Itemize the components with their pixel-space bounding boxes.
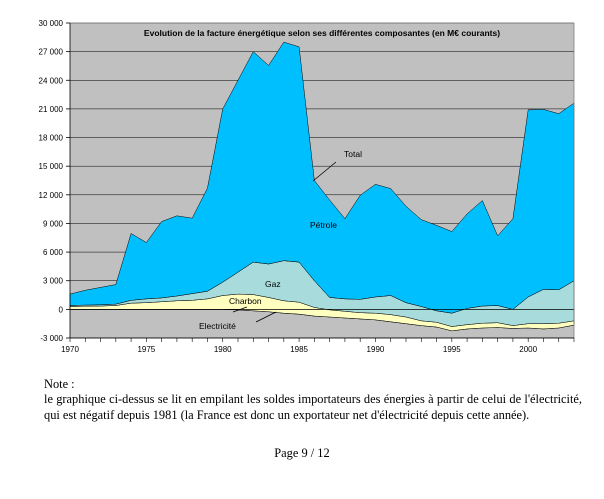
x-tick-label-3: 1985 xyxy=(290,345,308,354)
x-tick-label-2: 1980 xyxy=(214,345,232,354)
x-tick-label-1: 1975 xyxy=(137,345,155,354)
electricite-leader-line xyxy=(255,311,277,323)
note-title: Note : xyxy=(44,377,75,391)
label-charbon: Charbon xyxy=(229,296,262,306)
y-tick-label-3: 6 000 xyxy=(43,248,64,257)
y-tick-label-5: 12 000 xyxy=(39,191,64,200)
x-ticks: 1970 1975 1980 1985 1990 1995 2000 xyxy=(61,338,575,354)
stacked-areas xyxy=(69,41,575,332)
y-tick-label-9: 24 000 xyxy=(39,76,64,85)
y-tick-label-6: 15 000 xyxy=(39,162,64,171)
label-gaz: Gaz xyxy=(265,279,281,289)
y-tick-label-1: 0 xyxy=(59,305,64,314)
x-tick-label-0: 1970 xyxy=(61,345,79,354)
label-petrole: Pétrole xyxy=(310,220,337,230)
y-tick-label-4: 9 000 xyxy=(43,219,64,228)
y-tick-label-0: -3 000 xyxy=(40,334,63,343)
y-tick-label-11: 30 000 xyxy=(39,19,64,28)
y-ticks: -3 000 0 3 000 6 000 9 000 12 000 15 000 18 000… xyxy=(39,19,70,343)
page-number: Page 9 / 12 xyxy=(274,446,330,460)
y-tick-label-2: 3 000 xyxy=(43,277,64,286)
note-body: le graphique ci-dessus se lit en empilan… xyxy=(44,392,582,422)
y-tick-label-7: 18 000 xyxy=(39,134,64,143)
x-tick-label-6: 2000 xyxy=(519,345,537,354)
x-tick-label-5: 1995 xyxy=(443,345,461,354)
x-tick-label-4: 1990 xyxy=(367,345,385,354)
energy-bill-chart: -3 000 0 3 000 6 000 9 000 12 000 15 000 18 000… xyxy=(39,19,575,354)
y-tick-label-10: 27 000 xyxy=(39,48,64,57)
total-leader-line xyxy=(312,161,337,182)
label-electricite: Electricité xyxy=(199,321,236,331)
label-total: Total xyxy=(344,149,362,159)
chart-title: Evolution de la facture énergétique selo… xyxy=(144,28,500,38)
y-tick-label-8: 21 000 xyxy=(39,105,64,114)
charbon-leader-line xyxy=(232,306,248,313)
